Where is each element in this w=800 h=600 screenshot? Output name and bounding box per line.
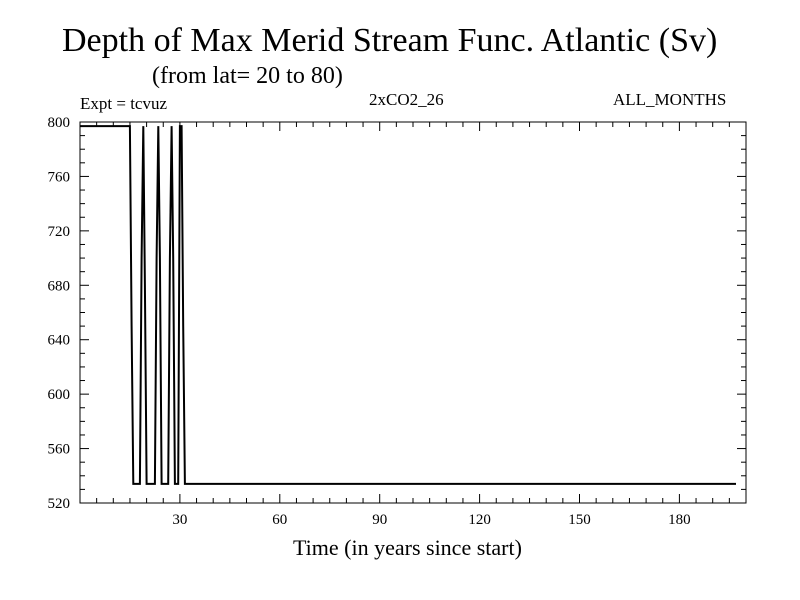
axis-tick-labels: 30 60 90 120 150 180 520 560 600 640 680 720 760 800 — [48, 115, 691, 528]
x-tick-label: 150 — [568, 512, 591, 528]
y-tick-label: 640 — [48, 333, 71, 349]
series-group — [80, 125, 736, 485]
y-tick-label: 760 — [48, 169, 71, 185]
y-tick-label: 600 — [48, 387, 71, 403]
y-tick-label: 520 — [48, 496, 71, 512]
run-name-label: 2xCO2_26 — [369, 90, 444, 109]
x-tick-label: 90 — [372, 512, 387, 528]
y-tick-label: 800 — [48, 115, 71, 131]
chart-subtitle: (from lat= 20 to 80) — [152, 63, 343, 89]
period-label: ALL_MONTHS — [613, 90, 727, 109]
x-tick-label: 60 — [272, 512, 287, 528]
experiment-label: Expt = tcvuz — [80, 94, 168, 113]
x-tick-label: 30 — [172, 512, 187, 528]
y-tick-label: 560 — [48, 442, 71, 458]
series-line — [80, 125, 736, 485]
x-tick-label: 120 — [468, 512, 491, 528]
axis-ticks — [80, 122, 746, 503]
chart-title: Depth of Max Merid Stream Func. Atlantic… — [62, 22, 718, 59]
y-tick-label: 720 — [48, 224, 71, 240]
x-axis-label: Time (in years since start) — [293, 535, 522, 560]
y-tick-label: 680 — [48, 278, 71, 294]
x-tick-label: 180 — [668, 512, 691, 528]
